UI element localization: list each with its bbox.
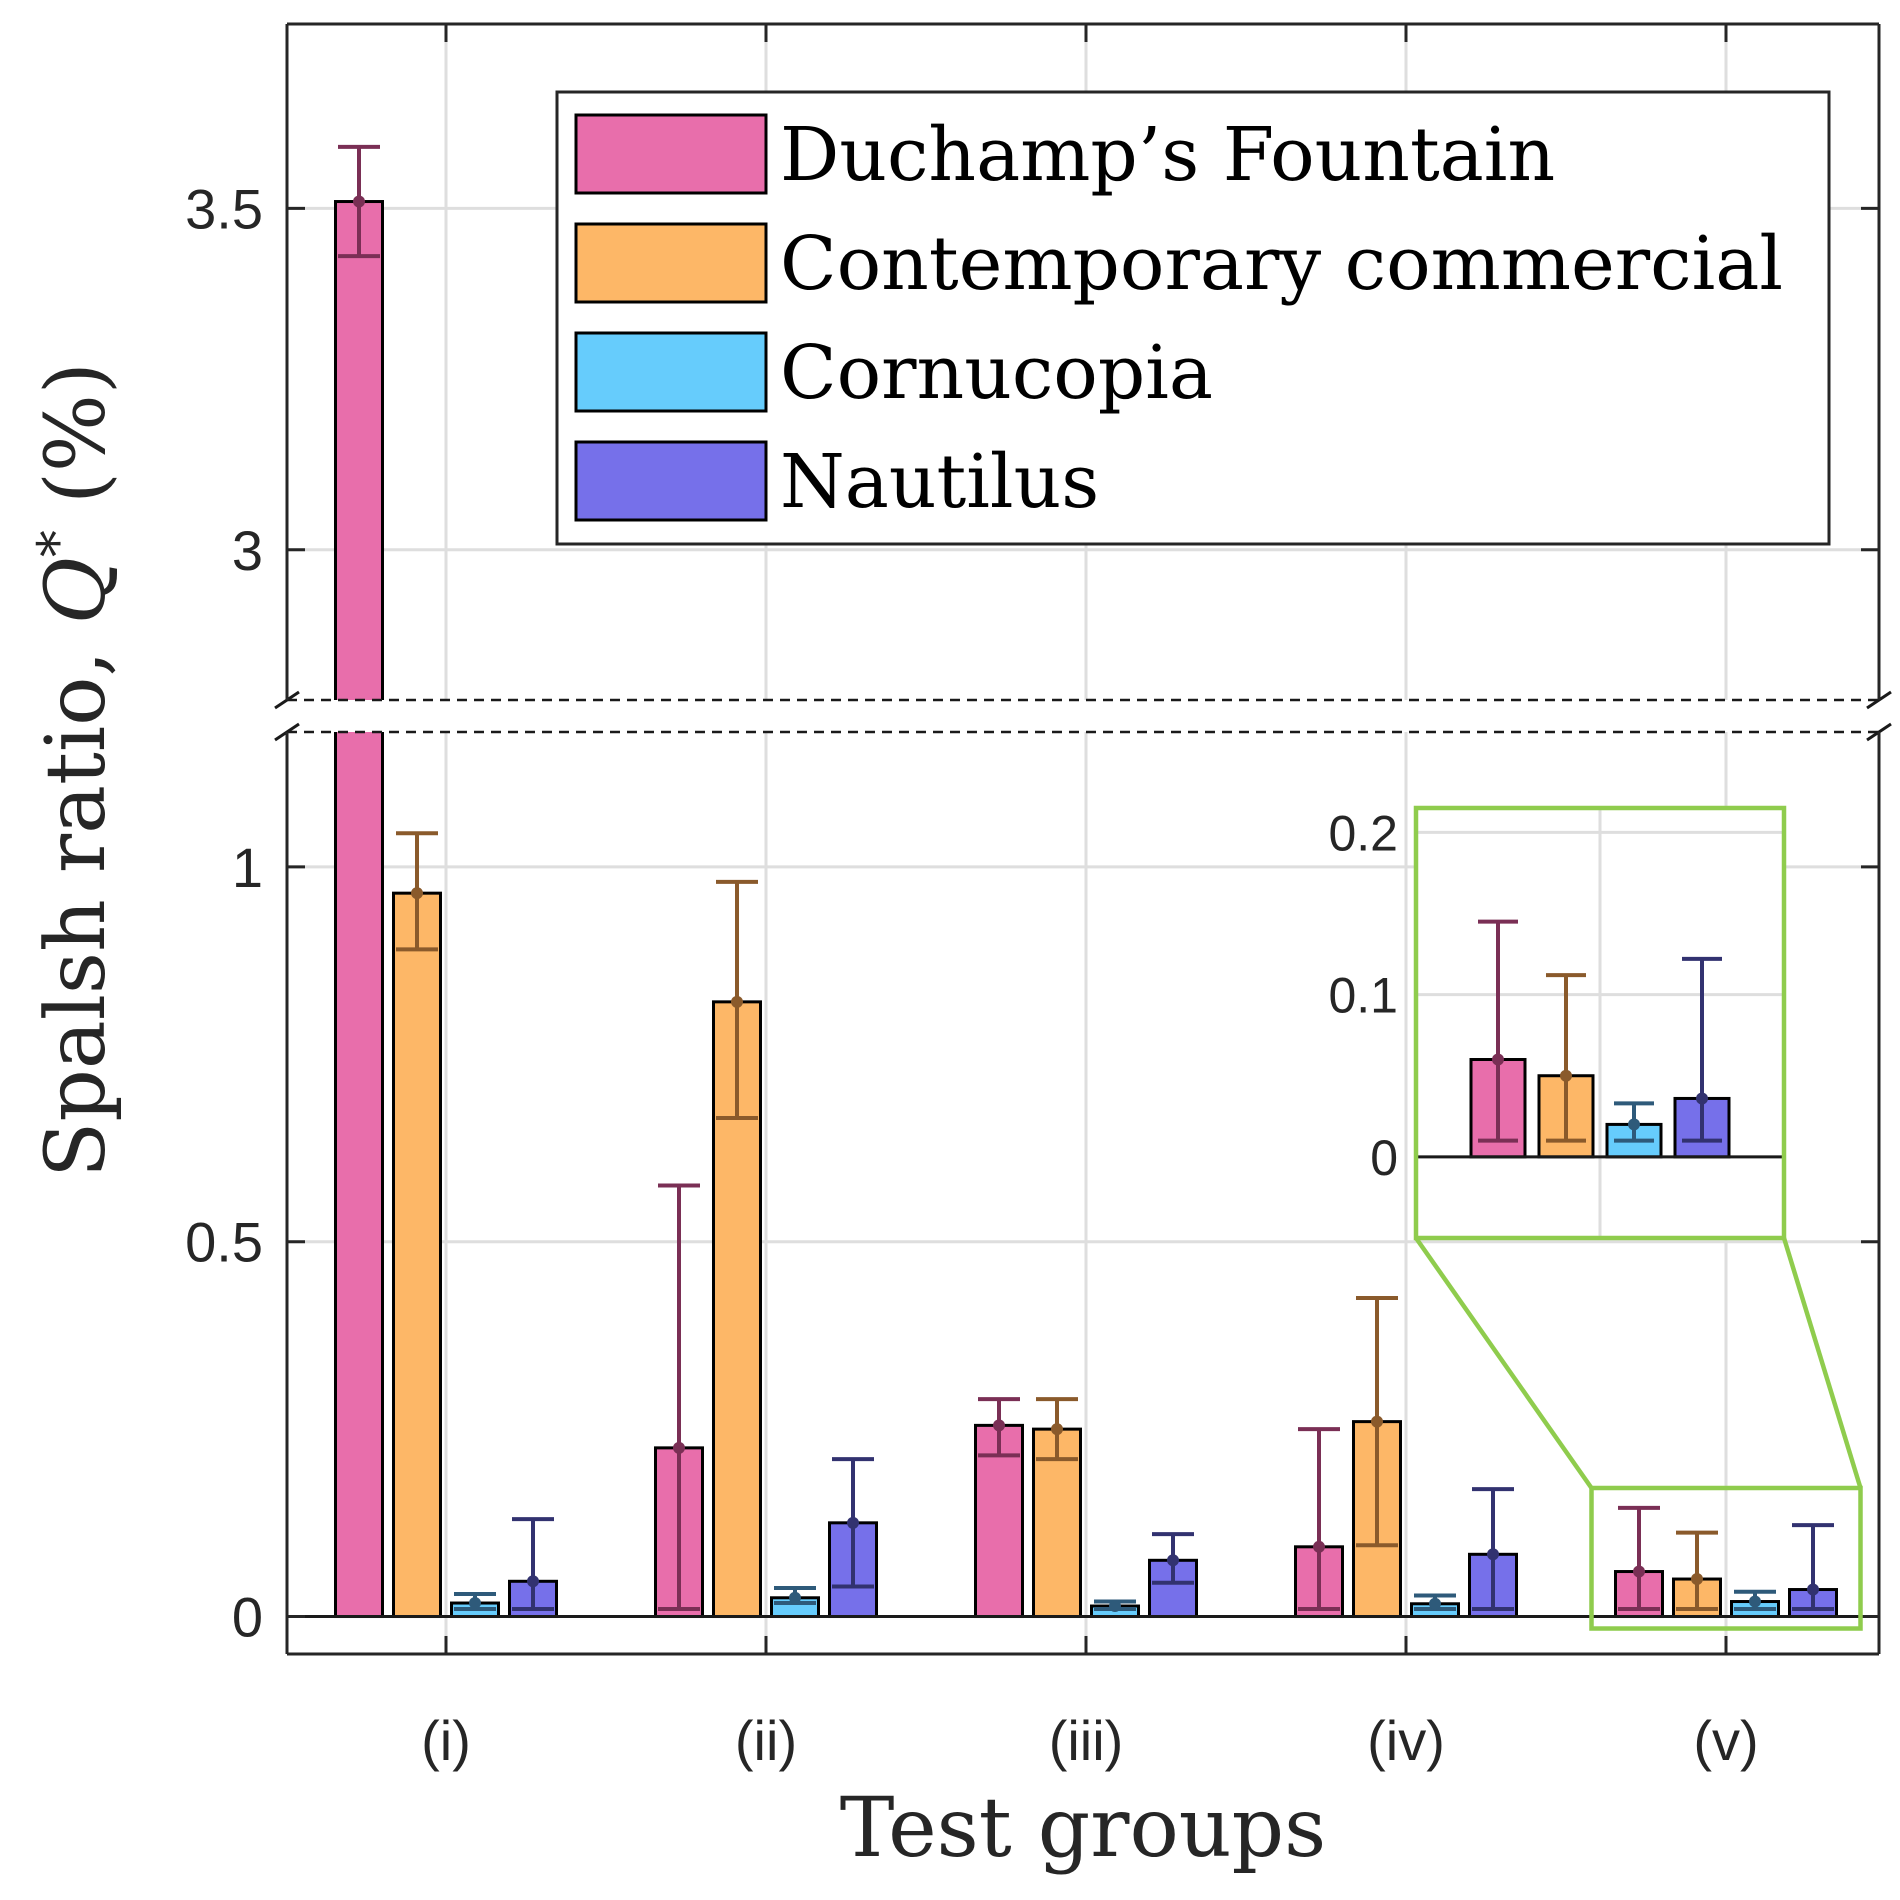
x-tick-label: (i) <box>421 1709 471 1772</box>
mean-marker <box>411 887 423 900</box>
mean-marker <box>1313 1540 1325 1553</box>
inset-mean-marker <box>1696 1092 1708 1105</box>
mean-marker <box>993 1419 1005 1432</box>
mean-marker <box>1051 1423 1063 1436</box>
inset-zoom: 0 0.1 0.2 <box>1328 805 1863 1631</box>
legend-swatch <box>574 222 768 304</box>
inset-mean-marker <box>1628 1118 1640 1131</box>
x-tick-label: (iii) <box>1049 1709 1124 1772</box>
inset-y-tick-label: 0.2 <box>1328 805 1398 861</box>
legend-label: Nautilus <box>780 439 1099 525</box>
legend-label: Duchamp’s Fountain <box>780 112 1555 198</box>
mean-marker <box>1691 1573 1703 1586</box>
inset-highlight-box <box>1589 1485 1863 1631</box>
mean-marker <box>469 1597 481 1610</box>
inset-mean-marker <box>1492 1053 1504 1066</box>
legend-box <box>555 90 1831 546</box>
mean-marker <box>673 1441 685 1454</box>
legend: Duchamp’s Fountain Contemporary commercia… <box>555 90 1831 546</box>
x-tick-label: (iv) <box>1367 1709 1445 1772</box>
x-tick-label: (v) <box>1693 1709 1758 1772</box>
mean-marker <box>731 995 743 1008</box>
inset-connector-line <box>1781 1237 1863 1489</box>
inset-frame <box>1413 805 1787 1241</box>
inset-connector-line <box>1414 1236 1594 1490</box>
axis-break-gap <box>285 700 1881 732</box>
mean-marker <box>1109 1600 1121 1613</box>
axes: 0 0.5 1 3 3.5 (i) (ii) (iii) (iv) (v) <box>185 22 1892 1772</box>
legend-swatch <box>574 113 768 195</box>
mean-marker <box>1633 1565 1645 1578</box>
mean-marker <box>527 1575 539 1588</box>
mean-marker <box>1167 1554 1179 1567</box>
mean-marker <box>1371 1415 1383 1428</box>
bar <box>392 891 442 1619</box>
y-tick-label: 3.5 <box>185 177 263 240</box>
mean-marker <box>789 1591 801 1604</box>
error-bars <box>338 144 1834 1613</box>
y-tick-label: 0 <box>232 1586 263 1649</box>
mean-marker <box>353 195 365 208</box>
y-axis-label-text: Spalsh ratio, <box>29 624 124 1178</box>
y-tick-label: 1 <box>232 836 263 899</box>
mean-marker <box>847 1516 859 1529</box>
legend-swatch <box>574 331 768 413</box>
legend-label: Cornucopia <box>780 330 1213 416</box>
inset-y-tick-label: 0.1 <box>1328 968 1398 1024</box>
y-axis-label-symbol: Q <box>29 557 124 624</box>
mean-marker <box>1429 1597 1441 1610</box>
x-tick-label: (ii) <box>735 1709 797 1772</box>
mean-marker <box>1749 1595 1761 1608</box>
y-axis-label-superscript: * <box>26 530 89 557</box>
y-tick-label: 3 <box>232 519 263 582</box>
y-axis-label-unit: (%) <box>29 362 124 530</box>
legend-swatch <box>574 440 768 522</box>
y-axis-label: Spalsh ratio, Q* (%) <box>26 362 124 1178</box>
y-tick-label: 0.5 <box>185 1211 263 1274</box>
inset-mean-marker <box>1560 1069 1572 1082</box>
bar <box>334 200 384 1619</box>
mean-marker <box>1487 1548 1499 1561</box>
legend-label: Contemporary commercial <box>780 221 1783 307</box>
x-axis-label: Test groups <box>840 1781 1326 1876</box>
mean-marker <box>1807 1583 1819 1596</box>
inset-y-tick-label: 0 <box>1370 1130 1398 1186</box>
